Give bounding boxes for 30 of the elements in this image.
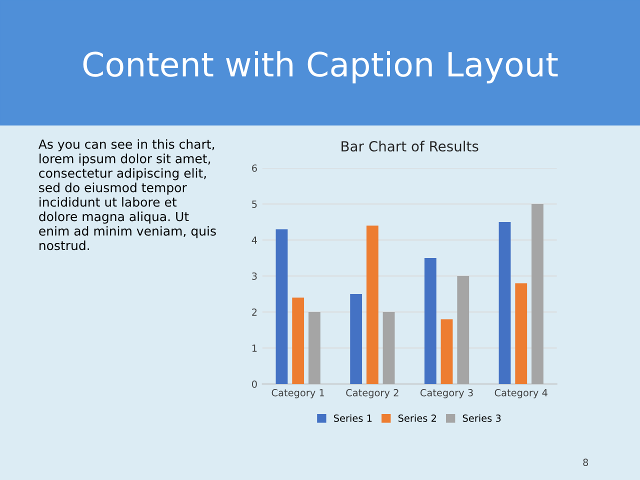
x-tick-label: Category 4 [494, 389, 548, 398]
legend-label: Series 1 [334, 414, 372, 422]
y-tick-label: 0 [252, 380, 257, 388]
y-tick-label: 3 [252, 272, 257, 280]
x-tick-label: Category 3 [420, 389, 473, 398]
y-tick-label: 4 [252, 236, 257, 244]
bar [276, 229, 288, 384]
x-tick-label: Category 2 [346, 389, 398, 398]
bar [292, 298, 304, 384]
bar [424, 258, 436, 384]
legend-label: Series 2 [398, 414, 436, 422]
y-tick-label: 1 [252, 344, 257, 352]
y-tick-label: 6 [252, 164, 257, 172]
text: As you can see in this chart, lorem ipsum dolor sit amet, consectetur adipiscing elit, sed do eiusmod tempor incididunt ut labore et dolore magna aliqua. Ut enim ad minim veniam, quis nostrud. [38, 139, 216, 250]
bar [532, 204, 544, 384]
bar [440, 319, 453, 384]
chart-title: Bar Chart of Results [342, 140, 478, 152]
bar [457, 276, 470, 384]
text: Content with Caption Layout [83, 51, 558, 84]
bar [366, 226, 378, 384]
bar [350, 294, 362, 384]
legend-label: Series 3 [462, 414, 501, 422]
bar [515, 283, 528, 384]
x-tick-label: Category 1 [272, 389, 324, 398]
bar [308, 312, 320, 384]
y-tick-label: 5 [252, 200, 257, 208]
y-tick-label: 2 [252, 308, 257, 316]
bar [498, 222, 511, 384]
bar [382, 312, 395, 384]
text: 8 [583, 458, 588, 466]
